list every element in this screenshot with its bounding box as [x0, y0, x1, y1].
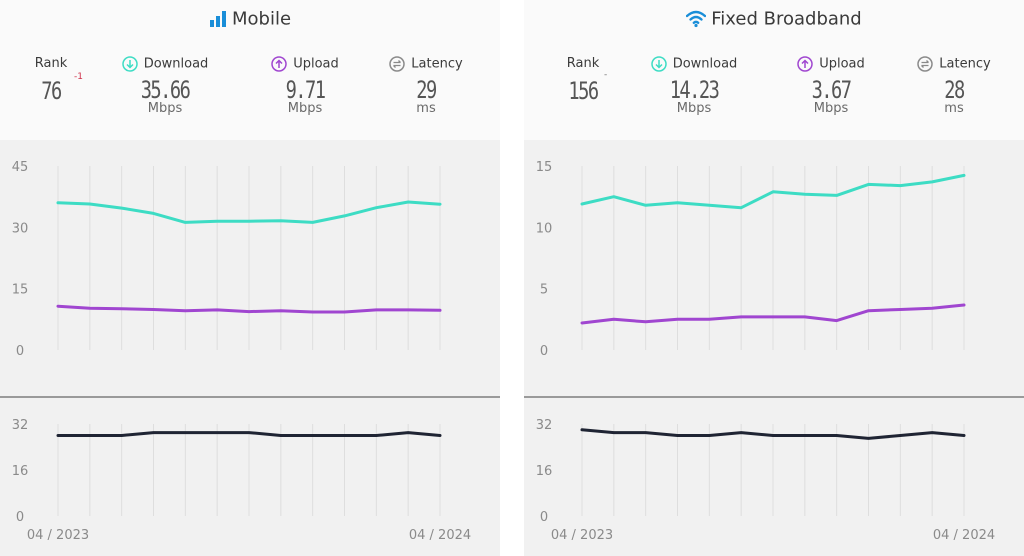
- speed-y-tick-label: 30: [12, 221, 29, 236]
- download-label: Download: [143, 56, 209, 72]
- mobile-latency-value: 29: [416, 76, 437, 104]
- latency-series-line: [56, 431, 442, 437]
- mobile-upload-value: 9.71: [285, 76, 326, 104]
- upload-label: Upload: [293, 56, 339, 72]
- mobile-upload-unit: Mbps: [287, 101, 323, 116]
- fixed-title-text: Fixed Broadband: [711, 8, 862, 30]
- download-arrow-icon: [121, 56, 138, 72]
- speed-y-tick-label: 10: [536, 221, 553, 236]
- rank-label: Rank: [566, 56, 600, 71]
- latency-label: Latency: [939, 56, 991, 72]
- speed-y-tick-label: 5: [540, 283, 548, 298]
- latency-y-tick-label: 16: [536, 464, 553, 479]
- mobile-download-value: 35.66: [140, 76, 191, 104]
- latency-arrows-icon: [389, 56, 406, 72]
- latency-y-tick-label: 32: [12, 418, 29, 433]
- fixed-latency-value: 28: [944, 76, 965, 104]
- fixed-upload-value: 3.67: [811, 76, 852, 104]
- latency-arrows-icon: [917, 56, 934, 72]
- upload-series-line: [56, 304, 442, 314]
- mobile-rank-value: 76: [41, 77, 62, 105]
- latency-series-line: [580, 428, 966, 440]
- download-series-line: [56, 200, 442, 224]
- rank-label: Rank: [34, 56, 68, 71]
- fixed-header: Fixed Broadband Rank 156 - Download 14.2…: [524, 0, 1024, 140]
- mobile-download-unit: Mbps: [147, 101, 183, 116]
- fixed-upload-stat: Upload 3.67 Mbps: [786, 56, 876, 116]
- mobile-rank-change: -1: [74, 72, 83, 82]
- latency-y-tick-label: 32: [536, 418, 553, 433]
- speed-y-tick-label: 0: [16, 344, 24, 359]
- speed-y-tick-label: 45: [12, 160, 29, 175]
- upload-arrow-icon: [797, 56, 813, 72]
- fixed-chart: 0 5 10 15 0 16 32 04 / 2023 04 / 2024: [524, 160, 1024, 543]
- signal-bars-icon: [209, 11, 226, 27]
- fixed-broadband-panel: Fixed Broadband Rank 156 - Download 14.2…: [524, 0, 1024, 556]
- x-tick-label-start: 04 / 2023: [551, 528, 613, 543]
- fixed-download-value: 14.23: [669, 76, 720, 104]
- download-label: Download: [672, 56, 738, 72]
- fixed-rank-value: 156: [568, 77, 599, 105]
- mobile-title: Mobile: [0, 8, 500, 30]
- latency-y-tick-label: 16: [12, 464, 29, 479]
- speed-y-tick-label: 15: [12, 283, 29, 298]
- wifi-icon: [686, 10, 707, 28]
- latency-y-tick-label: 0: [16, 510, 24, 525]
- fixed-upload-unit: Mbps: [813, 101, 849, 116]
- fixed-download-unit: Mbps: [676, 101, 712, 116]
- latency-y-tick-label: 0: [540, 510, 548, 525]
- fixed-rank-change: -: [604, 70, 608, 80]
- speed-y-tick-label: 0: [540, 344, 548, 359]
- mobile-latency-stat: Latency 29 ms: [382, 56, 470, 116]
- fixed-rank-stat: Rank 156: [554, 56, 612, 105]
- download-arrow-icon: [650, 56, 667, 72]
- fixed-title: Fixed Broadband: [524, 8, 1024, 30]
- mobile-rank-stat: Rank 76: [22, 56, 80, 105]
- x-tick-label-end: 04 / 2024: [933, 528, 995, 543]
- mobile-panel: Mobile Rank 76 -1 Download 35.66 Mbps Up: [0, 0, 500, 556]
- upload-label: Upload: [819, 56, 865, 72]
- mobile-download-stat: Download 35.66 Mbps: [115, 56, 215, 116]
- fixed-latency-stat: Latency 28 ms: [910, 56, 998, 116]
- fixed-download-stat: Download 14.23 Mbps: [644, 56, 744, 116]
- download-series-line: [580, 173, 966, 210]
- upload-arrow-icon: [271, 56, 287, 72]
- speed-y-tick-label: 15: [536, 160, 553, 175]
- mobile-title-text: Mobile: [231, 8, 292, 30]
- x-tick-label-start: 04 / 2023: [27, 528, 89, 543]
- x-tick-label-end: 04 / 2024: [409, 528, 471, 543]
- upload-series-line: [580, 303, 966, 325]
- mobile-chart: 0 15 30 45 0 16 32 04 / 2023 04 / 2024: [0, 160, 500, 543]
- fixed-latency-unit: ms: [944, 101, 964, 116]
- mobile-upload-stat: Upload 9.71 Mbps: [260, 56, 350, 116]
- mobile-latency-unit: ms: [416, 101, 436, 116]
- mobile-header: Mobile Rank 76 -1 Download 35.66 Mbps Up: [0, 0, 500, 140]
- latency-label: Latency: [411, 56, 463, 72]
